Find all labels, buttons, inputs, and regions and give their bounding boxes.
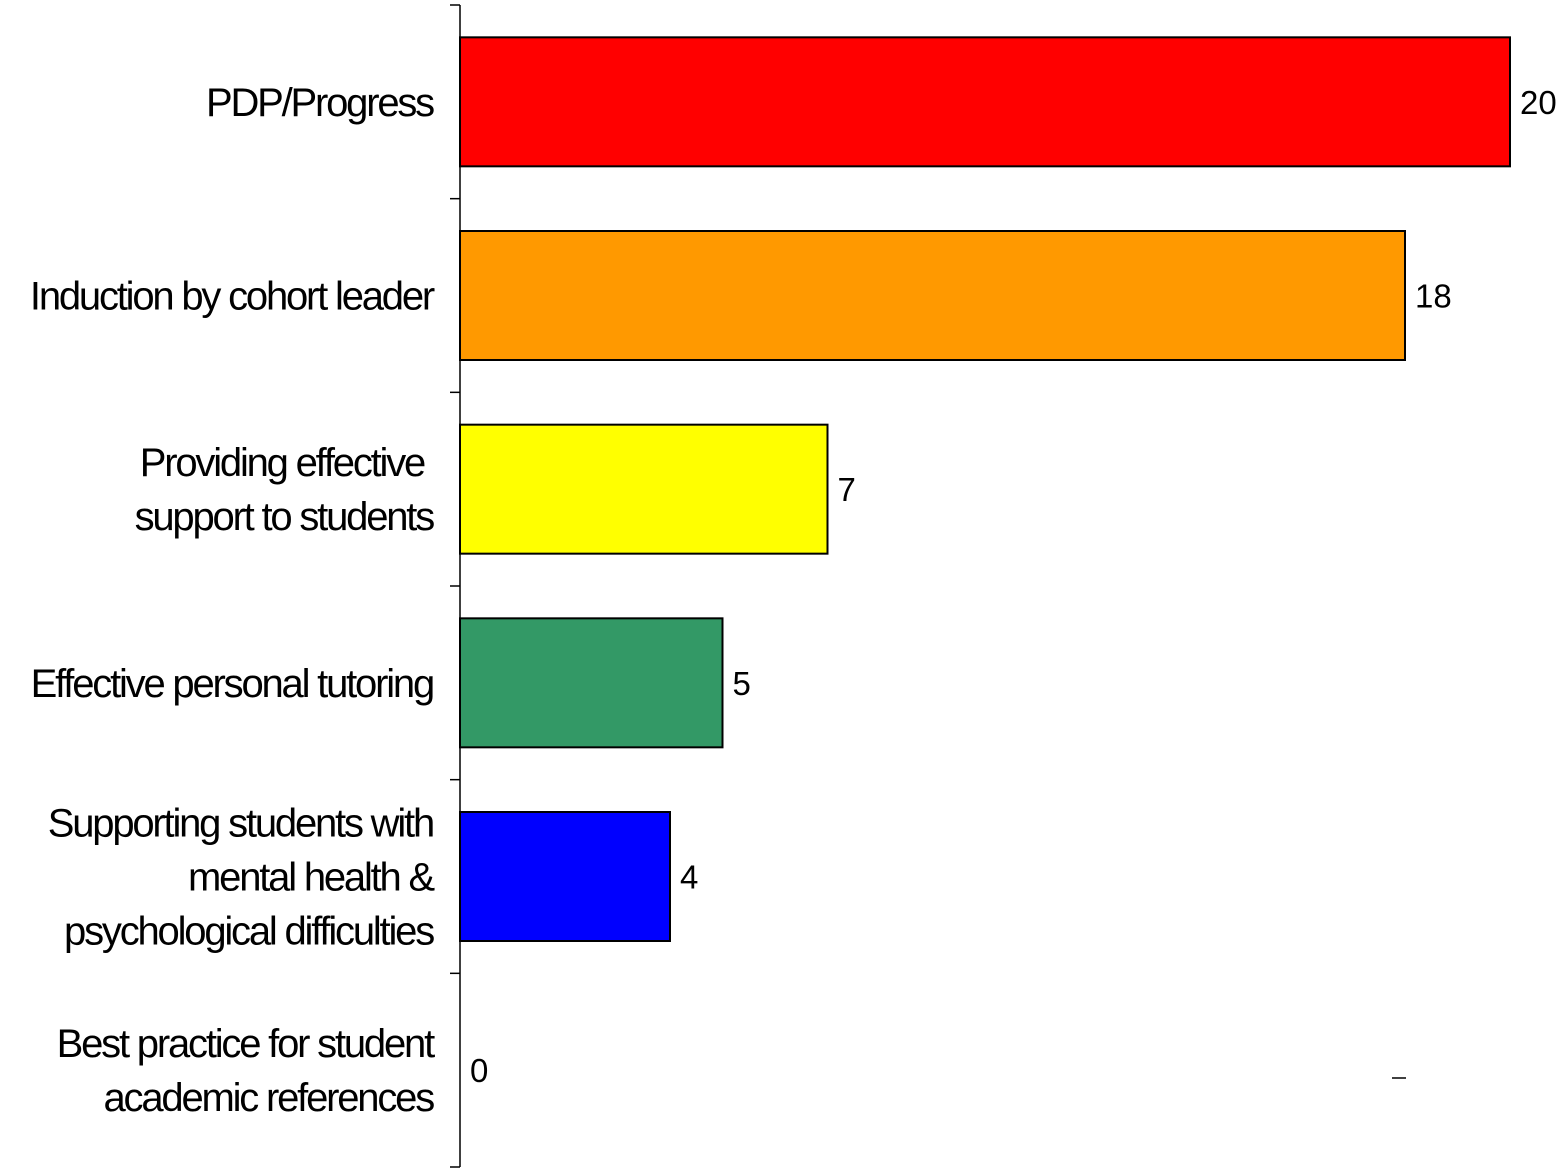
bar xyxy=(459,230,1406,361)
category-label-line: Supporting students with xyxy=(48,802,433,846)
data-label: 20 xyxy=(1520,84,1557,121)
bar xyxy=(459,423,829,555)
bar xyxy=(459,36,1511,168)
category-label-line: Induction by cohort leader xyxy=(30,275,435,319)
data-labels: 20 18 7 5 4 0 xyxy=(470,84,1557,1089)
category-label: Providing effective support to students xyxy=(135,441,435,539)
category-label-line: mental health & xyxy=(188,856,435,900)
category-label: Induction by cohort leader xyxy=(30,275,435,319)
category-label-line: Best practice for student xyxy=(57,1022,435,1066)
category-label: Effective personal tutoring xyxy=(31,662,433,706)
bar xyxy=(459,811,671,942)
bars xyxy=(459,36,1511,942)
category-label-line: support to students xyxy=(135,495,435,539)
category-label: Best practice for student academic refere… xyxy=(57,1022,435,1120)
category-label: PDP/Progress xyxy=(206,81,434,125)
category-labels: PDP/Progress Induction by cohort leader Pr… xyxy=(30,81,438,1120)
category-label-line: Providing effective xyxy=(140,441,433,485)
bar xyxy=(459,617,724,749)
data-label: 18 xyxy=(1415,278,1452,315)
category-label-line: psychological difficulties xyxy=(64,910,434,954)
category-label-line: academic references xyxy=(104,1076,435,1120)
data-label: 0 xyxy=(470,1052,488,1089)
data-label: 4 xyxy=(680,859,698,896)
category-axis xyxy=(450,4,461,1168)
category-label: Supporting students with mental health & p… xyxy=(48,802,436,954)
category-label-line: Effective personal tutoring xyxy=(31,662,433,706)
category-label-line: PDP/Progress xyxy=(206,81,434,125)
data-label: 5 xyxy=(733,665,751,702)
data-label: 7 xyxy=(838,471,856,508)
